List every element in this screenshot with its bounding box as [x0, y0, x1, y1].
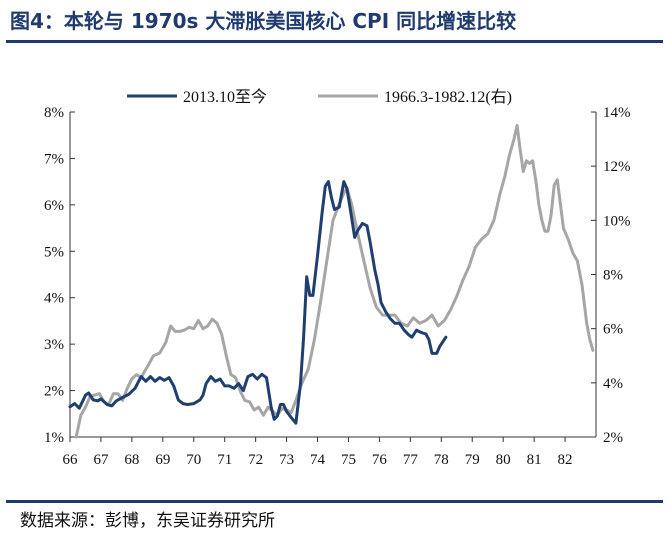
x-tick-label: 69 — [155, 452, 170, 468]
legend-label: 2013.10至今 — [183, 88, 267, 106]
y-left-tick-label: 6% — [44, 198, 64, 214]
source-divider — [6, 500, 663, 503]
chart-axes — [69, 112, 597, 438]
y-left-tick-label: 1% — [44, 430, 64, 446]
y-right-tick-label: 2% — [603, 430, 623, 446]
x-tick-label: 74 — [310, 452, 326, 468]
y-left-tick-label: 4% — [44, 291, 64, 307]
x-tick-label: 79 — [465, 452, 480, 468]
y-left-tick-label: 3% — [44, 337, 64, 353]
x-tick-label: 71 — [217, 452, 232, 468]
x-tick-label: 68 — [124, 452, 139, 468]
y-left-tick-label: 5% — [44, 244, 64, 260]
y-right-tick-label: 10% — [603, 213, 631, 229]
chart-title: 图4：本轮与 1970s 大滞胀美国核心 CPI 同比增速比较 — [10, 9, 517, 33]
x-tick-label: 75 — [341, 452, 356, 468]
x-tick-label: 76 — [372, 452, 388, 468]
source-note: 数据来源：彭博，东吴证券研究所 — [20, 511, 275, 531]
x-tick-label: 66 — [63, 452, 79, 468]
title-divider — [6, 40, 663, 43]
series-line-1966-1982 — [74, 124, 595, 439]
cpi-line-chart: 1% 2% 3% 4% 5% 6% 7% 8% 2% 4% 6% 8% 10% 12% 14% 66 67 68 6… — [44, 88, 631, 468]
x-tick-label: 72 — [248, 452, 263, 468]
y-right-tick-label: 14% — [603, 105, 631, 121]
x-tick-label: 82 — [558, 452, 573, 468]
legend-item-1966-1982: 1966.3-1982.12(右) — [318, 88, 512, 106]
legend-item-2013-present: 2013.10至今 — [127, 88, 267, 106]
series-line-2013-present — [68, 180, 448, 425]
y-left-tick-label: 2% — [44, 384, 64, 400]
y-left-tick-label: 8% — [44, 105, 64, 121]
legend-label: 1966.3-1982.12(右) — [384, 88, 512, 106]
chart-legend: 2013.10至今 1966.3-1982.12(右) — [127, 88, 512, 106]
x-tick-label: 81 — [527, 452, 542, 468]
y-right-tick-label: 8% — [603, 268, 623, 284]
x-tick-label: 80 — [496, 452, 511, 468]
x-tick-label: 78 — [434, 452, 449, 468]
y-left-tick-label: 7% — [44, 151, 64, 167]
x-tick-label: 73 — [279, 452, 294, 468]
x-tick-label: 70 — [186, 452, 201, 468]
y-right-tick-label: 4% — [603, 376, 623, 392]
x-tick-label: 67 — [93, 452, 109, 468]
chart-series — [68, 124, 595, 439]
y-right-tick-label: 6% — [603, 322, 623, 338]
chart-ticks: 1% 2% 3% 4% 5% 6% 7% 8% 2% 4% 6% 8% 10% 12% 14% 66 67 68 6… — [44, 105, 631, 468]
y-right-tick-label: 12% — [603, 159, 631, 175]
x-tick-label: 77 — [403, 452, 419, 468]
